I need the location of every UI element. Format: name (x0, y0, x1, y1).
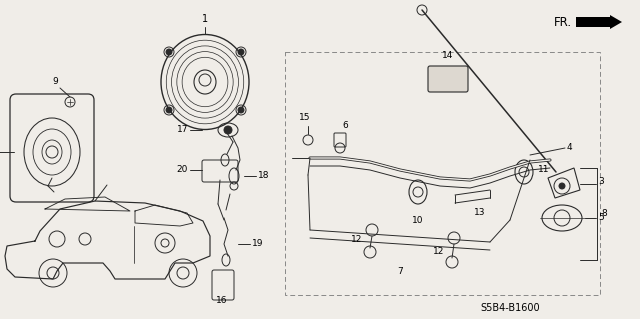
Circle shape (238, 49, 244, 55)
Circle shape (238, 107, 244, 113)
Text: 14: 14 (442, 51, 454, 60)
Text: FR.: FR. (554, 16, 572, 28)
Text: 1: 1 (202, 14, 208, 24)
Text: 19: 19 (252, 240, 264, 249)
Circle shape (559, 183, 565, 189)
Text: 17: 17 (177, 125, 188, 135)
Text: 10: 10 (412, 216, 424, 225)
Text: 16: 16 (216, 296, 228, 305)
FancyBboxPatch shape (428, 66, 468, 92)
Text: S5B4-B1600: S5B4-B1600 (480, 303, 540, 313)
Text: 4: 4 (567, 144, 573, 152)
Text: 12: 12 (351, 235, 362, 244)
Text: 5: 5 (598, 213, 604, 222)
Text: 8: 8 (601, 210, 607, 219)
Text: 12: 12 (433, 248, 444, 256)
Text: 13: 13 (474, 208, 486, 217)
Text: 7: 7 (397, 268, 403, 277)
Circle shape (166, 49, 172, 55)
Text: 3: 3 (598, 177, 604, 187)
Text: 11: 11 (538, 166, 550, 174)
Circle shape (166, 107, 172, 113)
Circle shape (224, 126, 232, 134)
Text: 6: 6 (342, 122, 348, 130)
Text: 15: 15 (300, 113, 311, 122)
Text: 20: 20 (177, 166, 188, 174)
FancyArrow shape (576, 15, 622, 29)
Text: 9: 9 (52, 77, 58, 86)
Text: 18: 18 (258, 172, 269, 181)
